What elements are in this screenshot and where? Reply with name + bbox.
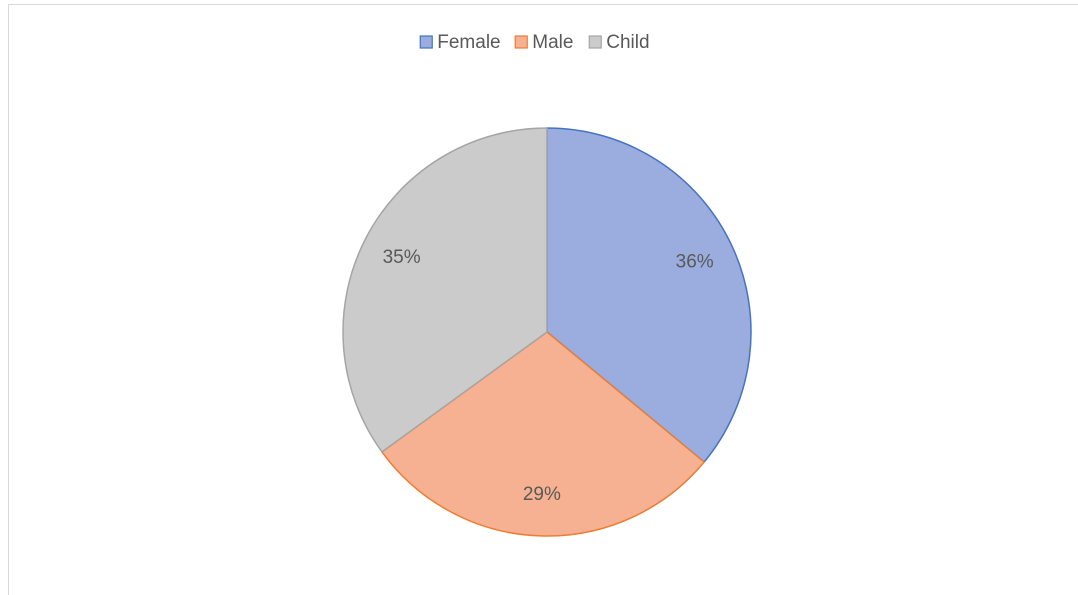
pie-slice [546,127,752,463]
legend-swatch [419,35,433,49]
legend-label: Male [532,32,573,53]
legend-label: Female [437,32,500,53]
data-label: 36% [676,252,714,273]
legend-label: Child [606,32,649,53]
pie-slice [342,127,548,453]
legend-swatch [588,35,602,49]
data-label: 35% [383,247,421,268]
pie-slice [381,331,705,537]
data-label: 29% [523,484,561,505]
legend-swatch [514,35,528,49]
